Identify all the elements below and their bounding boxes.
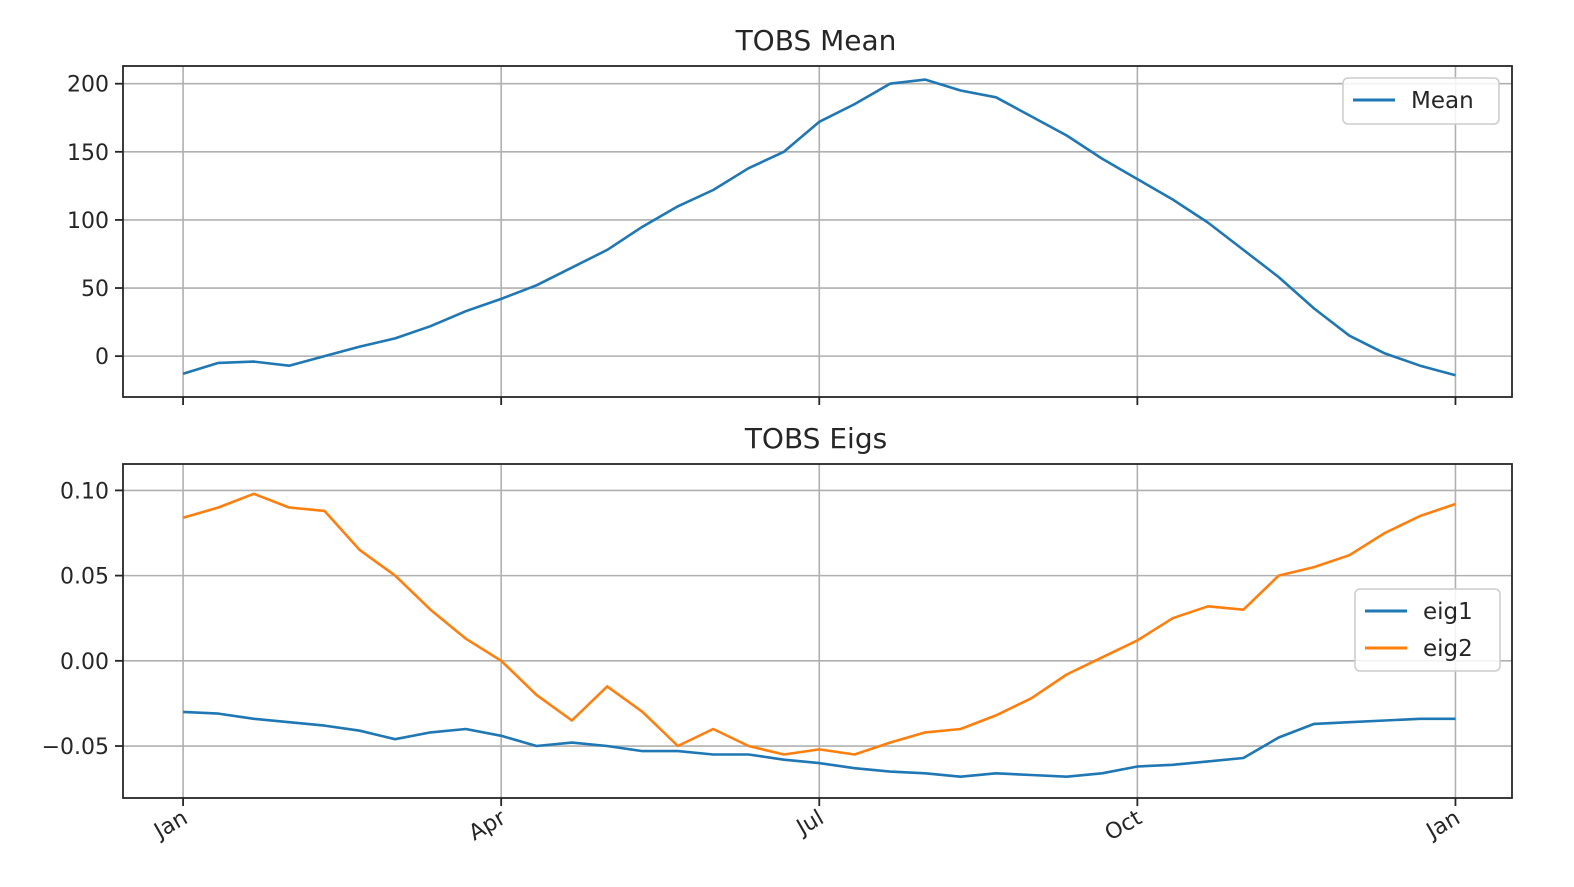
tobs-mean-y-tick-label: 0	[95, 345, 109, 370]
tobs-eigs-grid	[123, 464, 1512, 798]
tobs-mean-series	[182, 78, 1456, 377]
tobs-mean-ticks: 200 150 100 50 0	[67, 73, 1457, 405]
tobs-mean-legend-box	[1342, 77, 1500, 125]
tobs-mean-y-tick-label: 150	[67, 141, 109, 166]
tobs-eigs-y-tick-label: 0.05	[60, 565, 109, 590]
tobs-eigs-title: TOBS Eigs	[744, 422, 887, 455]
tobs-mean-legend-label-mean: Mean	[1411, 88, 1474, 114]
tobs-mean-title: TOBS Mean	[735, 24, 897, 57]
tobs-mean-line-mean	[182, 78, 1456, 377]
tobs-mean-axes-frame	[122, 65, 1513, 398]
tobs-mean-y-tick-label: 200	[67, 73, 109, 98]
tobs-eigs-y-tick-label: 0.00	[60, 650, 109, 675]
tobs-eigs-legend-label-eig2: eig2	[1423, 636, 1473, 662]
tobs-eigs-line-eig2	[182, 492, 1456, 756]
tobs-mean-chart: TOBS Mean 200 150 100 50 0 Mean	[67, 24, 1513, 405]
tobs-mean-y-tick-label: 100	[67, 209, 109, 234]
tobs-eigs-y-tick-label: −0.05	[42, 735, 109, 760]
tobs-mean-y-tick-label: 50	[81, 277, 109, 302]
tobs-eigs-legend: eig1 eig2	[1354, 588, 1501, 672]
tobs-eigs-axes-frame	[122, 463, 1513, 799]
tobs-eigs-line-eig1	[183, 710, 1456, 779]
tobs-eigs-series	[182, 492, 1456, 779]
tobs-eigs-y-tick-label: 0.10	[60, 479, 109, 504]
tobs-mean-legend: Mean	[1342, 77, 1500, 125]
tobs-eigs-legend-label-eig1: eig1	[1423, 599, 1473, 625]
